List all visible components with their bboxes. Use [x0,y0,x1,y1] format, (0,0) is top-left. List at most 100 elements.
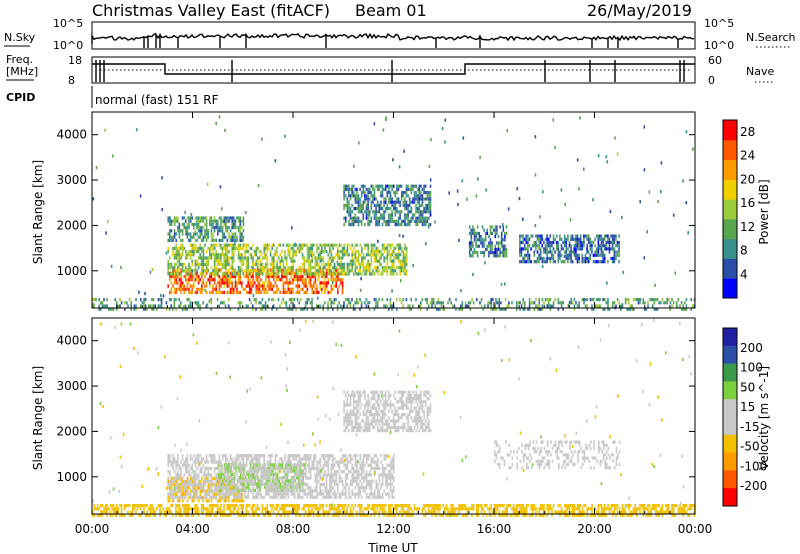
echo-cell [528,256,531,261]
echo-cell [247,470,249,474]
echo-cell [375,246,377,250]
echo-cell [359,207,361,211]
echo-cell [220,238,222,242]
echo-cell [401,266,403,270]
echo-cell [167,480,169,484]
echo-cell [554,260,556,264]
echo-cell [255,278,257,282]
echo-cell [186,479,189,483]
echo-cell [317,278,320,282]
echo-cell [502,225,505,229]
echo-cell [111,307,113,311]
echo-cell [233,232,235,236]
echo-cell [175,492,177,496]
echo-cell [274,489,277,493]
echo-cell [327,495,329,499]
echo-cell [560,260,563,264]
echo-cell [405,194,408,198]
echo-cell [175,307,177,311]
echo-cell [533,307,536,311]
echo-cell [240,476,242,480]
echo-cell [177,269,179,273]
echo-cell [220,290,222,295]
echo-cell [285,460,288,464]
echo-cell [597,234,600,238]
echo-cell [685,201,688,205]
echo-cell [293,476,296,480]
echo-cell [345,482,347,487]
echo-cell [167,272,169,276]
echo-cell [343,262,345,266]
echo-cell [384,304,387,308]
echo-cell [391,307,393,311]
echo-cell [230,472,232,476]
echo-cell [201,272,203,276]
echo-cell [271,266,273,270]
echo-cell [615,234,617,238]
echo-cell [383,219,385,223]
echo-cell [256,482,258,486]
echo-cell [392,219,395,223]
echo-cell [234,489,237,493]
echo-cell [271,259,273,263]
echo-cell [388,243,390,247]
echo-cell [276,272,278,276]
echo-cell [250,457,253,461]
echo-cell [279,495,281,499]
echo-cell [295,272,297,276]
echo-cell [348,489,350,493]
echo-cell [213,269,216,273]
echo-cell [301,281,304,285]
echo-cell [663,301,665,305]
echo-cell [217,272,219,276]
echo-cell [285,274,288,279]
echo-cell [209,222,211,226]
echo-cell [612,304,614,308]
echo-cell [162,294,165,298]
echo-cell [191,499,193,503]
echo-cell [410,200,413,204]
echo-cell [194,266,197,270]
echo-cell [348,194,350,198]
echo-cell [239,216,241,220]
echo-cell [201,216,203,220]
echo-cell [345,454,347,458]
echo-cell [405,207,408,211]
echo-cell [330,259,333,263]
echo-cell [234,272,237,276]
echo-cell [225,281,227,285]
echo-cell [303,259,305,263]
echo-cell [241,496,243,500]
echo-cell [599,234,601,238]
echo-cell [276,454,278,458]
echo-cell [271,482,273,487]
echo-cell [292,268,294,272]
echo-cell [177,219,179,223]
echo-cell [528,244,531,248]
echo-cell [268,463,270,467]
echo-cell [265,476,267,480]
echo-cell [180,290,182,295]
echo-cell [175,473,177,477]
echo-cell [290,301,292,305]
echo-cell [322,269,325,273]
echo-cell [341,281,344,285]
echo-cell [127,304,129,308]
echo-cell [236,492,238,496]
echo-cell [244,253,246,257]
echo-cell [249,482,251,487]
echo-cell [266,284,269,288]
echo-cell [567,237,569,241]
echo-cell [468,244,471,248]
echo-cell [165,251,168,255]
echo-cell [380,207,382,211]
echo-cell [383,210,385,214]
echo-cell [341,269,344,273]
echo-cell [228,235,230,239]
echo-cell [370,256,373,260]
echo-cell [285,492,288,496]
echo-cell [92,197,95,201]
echo-cell [228,272,230,276]
echo-cell [391,203,393,207]
echo-cell [149,304,152,308]
